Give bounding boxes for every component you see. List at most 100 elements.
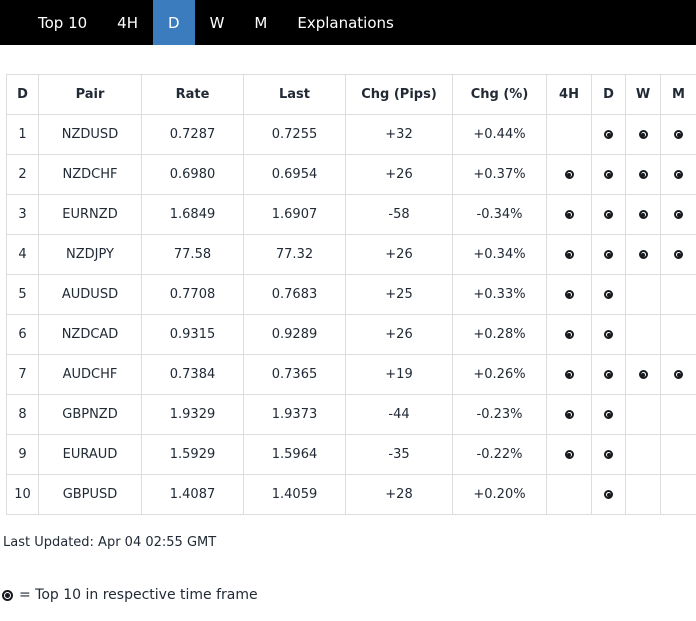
pair-cell: NZDUSD (38, 114, 142, 155)
rate-cell: 1.4087 (141, 474, 244, 515)
pair-cell: GBPNZD (38, 394, 142, 435)
top10-pairs-table: D Pair Rate Last Chg (Pips) Chg (%) 4H D… (6, 74, 696, 515)
circled-dot-icon (638, 170, 648, 179)
chg-pct-cell: -0.34% (452, 194, 547, 235)
col-header-chg-pct: Chg (%) (452, 74, 547, 115)
rank-cell: 2 (6, 154, 39, 195)
rate-cell: 0.7708 (141, 274, 244, 315)
chg-pct-cell: +0.28% (452, 314, 547, 355)
chg-pct-cell: +0.26% (452, 354, 547, 395)
circled-dot-icon (674, 210, 683, 219)
tf-w-cell (625, 194, 661, 235)
table-row: 3 EURNZD 1.6849 1.6907 -58 -0.34% (6, 194, 696, 235)
circled-dot-icon (674, 130, 683, 139)
table-row: 8 GBPNZD 1.9329 1.9373 -44 -0.23% (6, 394, 696, 435)
circled-dot-icon (604, 290, 613, 299)
col-header-last: Last (243, 74, 346, 115)
tf-w-cell (625, 474, 661, 515)
chg-pips-cell: +26 (345, 154, 453, 195)
rank-cell: 5 (6, 274, 39, 315)
tf-w-cell (625, 394, 661, 435)
tf-m-cell (660, 114, 696, 155)
tf-4h-cell (546, 154, 592, 195)
circled-dot-icon (564, 330, 574, 339)
chg-pips-cell: -44 (345, 394, 453, 435)
nav-item-explanations[interactable]: Explanations (297, 13, 394, 32)
tf-4h-cell (546, 434, 592, 475)
chg-pct-cell: +0.33% (452, 274, 547, 315)
nav-item-m[interactable]: M (254, 13, 268, 32)
circled-dot-icon (604, 170, 613, 179)
circled-dot-icon (564, 410, 574, 419)
tf-m-cell (660, 194, 696, 235)
col-header-d: D (591, 74, 626, 115)
last-cell: 1.6907 (243, 194, 346, 235)
pair-cell: AUDUSD (38, 274, 142, 315)
rank-cell: 7 (6, 354, 39, 395)
chg-pips-cell: -35 (345, 434, 453, 475)
rank-cell: 10 (6, 474, 39, 515)
tf-4h-cell (546, 394, 592, 435)
rate-cell: 1.9329 (141, 394, 244, 435)
rank-cell: 8 (6, 394, 39, 435)
circled-dot-icon (604, 490, 613, 499)
last-cell: 1.9373 (243, 394, 346, 435)
tf-w-cell (625, 354, 661, 395)
tf-d-cell (591, 274, 626, 315)
circled-dot-icon (638, 370, 648, 379)
chg-pct-cell: +0.37% (452, 154, 547, 195)
circled-dot-icon (564, 450, 574, 459)
tf-4h-cell (546, 234, 592, 275)
circled-dot-icon (604, 250, 613, 259)
table-row: 1 NZDUSD 0.7287 0.7255 +32 +0.44% (6, 114, 696, 155)
chg-pips-cell: +26 (345, 234, 453, 275)
col-header-rank: D (6, 74, 39, 115)
rank-cell: 3 (6, 194, 39, 235)
chg-pips-cell: -58 (345, 194, 453, 235)
tf-w-cell (625, 434, 661, 475)
timeframe-nav: Top 10 4H D W M Explanations (0, 0, 696, 45)
col-header-w: W (625, 74, 661, 115)
tf-m-cell (660, 434, 696, 475)
chg-pips-cell: +19 (345, 354, 453, 395)
circled-dot-icon (604, 450, 613, 459)
last-cell: 0.7683 (243, 274, 346, 315)
chg-pips-cell: +28 (345, 474, 453, 515)
tf-d-cell (591, 194, 626, 235)
tf-m-cell (660, 154, 696, 195)
tf-w-cell (625, 114, 661, 155)
circled-dot-icon (2, 589, 13, 601)
nav-item-top10[interactable]: Top 10 (38, 13, 88, 32)
circled-dot-icon (564, 290, 574, 299)
chg-pct-cell: +0.44% (452, 114, 547, 155)
rate-cell: 0.7384 (141, 354, 244, 395)
tf-d-cell (591, 474, 626, 515)
table-row: 10 GBPUSD 1.4087 1.4059 +28 +0.20% (6, 474, 696, 515)
col-header-4h: 4H (546, 74, 592, 115)
rate-cell: 0.6980 (141, 154, 244, 195)
tf-m-cell (660, 234, 696, 275)
circled-dot-icon (604, 330, 613, 339)
tf-m-cell (660, 474, 696, 515)
chg-pips-cell: +25 (345, 274, 453, 315)
nav-item-d[interactable]: D (153, 0, 195, 45)
nav-item-w[interactable]: W (209, 13, 225, 32)
tf-4h-cell (546, 314, 592, 355)
tf-m-cell (660, 274, 696, 315)
rank-cell: 9 (6, 434, 39, 475)
rate-cell: 0.7287 (141, 114, 244, 155)
pair-cell: NZDCHF (38, 154, 142, 195)
circled-dot-icon (674, 170, 683, 179)
table-row: 6 NZDCAD 0.9315 0.9289 +26 +0.28% (6, 314, 696, 355)
pair-cell: NZDJPY (38, 234, 142, 275)
circled-dot-icon (638, 250, 648, 259)
rate-cell: 1.6849 (141, 194, 244, 235)
circled-dot-icon (638, 210, 648, 219)
nav-item-4h[interactable]: 4H (117, 13, 138, 32)
col-header-rate: Rate (141, 74, 244, 115)
circled-dot-icon (674, 370, 683, 379)
last-cell: 77.32 (243, 234, 346, 275)
tf-d-cell (591, 354, 626, 395)
last-cell: 0.6954 (243, 154, 346, 195)
tf-d-cell (591, 154, 626, 195)
